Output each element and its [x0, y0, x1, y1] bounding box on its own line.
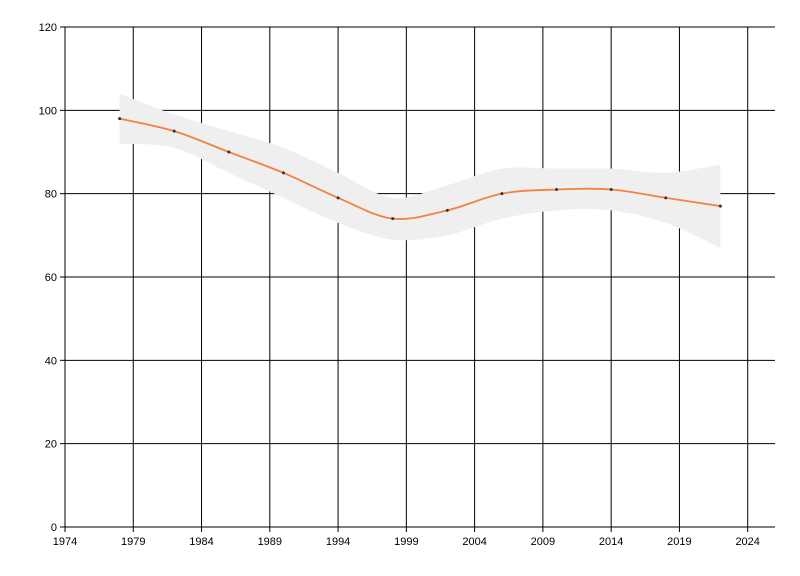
point	[500, 192, 504, 196]
point	[391, 217, 395, 221]
confidence-band	[119, 93, 721, 248]
y-tick-label: 100	[39, 105, 57, 117]
point	[336, 196, 340, 200]
line	[119, 117, 721, 220]
point	[609, 188, 613, 191]
x-tick-label: 1999	[394, 536, 418, 548]
y-tick-label: 0	[51, 522, 57, 534]
y-tick-label: 40	[45, 355, 57, 367]
point	[118, 117, 122, 121]
point	[445, 208, 449, 212]
y-tick-label: 20	[45, 439, 57, 451]
x-tick-label: 1979	[121, 536, 145, 548]
x-tick-label: 2009	[531, 536, 555, 548]
point	[664, 196, 668, 200]
x-tick-label: 2014	[599, 536, 623, 548]
x-tick-label: 1984	[189, 536, 213, 548]
x-tick-label: 1989	[258, 536, 282, 548]
y-tick-label: 60	[45, 272, 57, 284]
x-tick-label: 1974	[53, 536, 77, 548]
y-tick-label: 80	[45, 189, 57, 201]
y-tick-label: 120	[39, 22, 57, 34]
point	[227, 150, 231, 154]
point	[555, 188, 559, 191]
x-tick-label: 2004	[462, 536, 486, 548]
point	[281, 171, 285, 175]
x-tick-label: 1994	[326, 536, 350, 548]
point	[172, 129, 176, 133]
x-tick-label: 2019	[667, 536, 691, 548]
point	[718, 204, 722, 208]
x-tick-label: 2024	[735, 536, 759, 548]
